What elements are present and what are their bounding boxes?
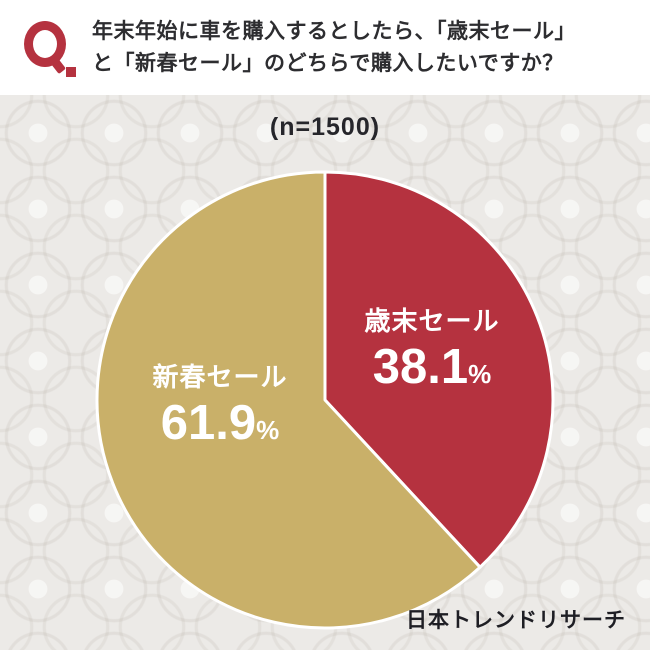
sample-size-label: (n=1500) [269,113,381,141]
q-icon-ring [24,20,66,67]
question-line1: 年末年始に車を購入するとしたら、「歳末セール」 [92,20,576,43]
q-icon-period [66,66,76,77]
pie-chart [95,170,555,630]
q-icon [20,15,80,81]
pie-chart-area: (n=1500) 歳末セール 38.1% 新春セール 61.9% 日本トレンドリ… [0,95,650,650]
question-header: 年末年始に車を購入するとしたら、「歳末セール」 と「新春セール」のどちらで購入し… [0,0,650,95]
pie-slice-1 [95,170,482,630]
pie-slice-0 [323,170,555,569]
brand-logo: 日本トレンドリサーチ [406,609,626,632]
question-line2: と「新春セール」のどちらで購入したいですか？ [92,51,564,75]
question-text: 年末年始に車を購入するとしたら、「歳末セール」 と「新春セール」のどちらで購入し… [92,16,576,79]
q-icon-tail [49,55,66,74]
